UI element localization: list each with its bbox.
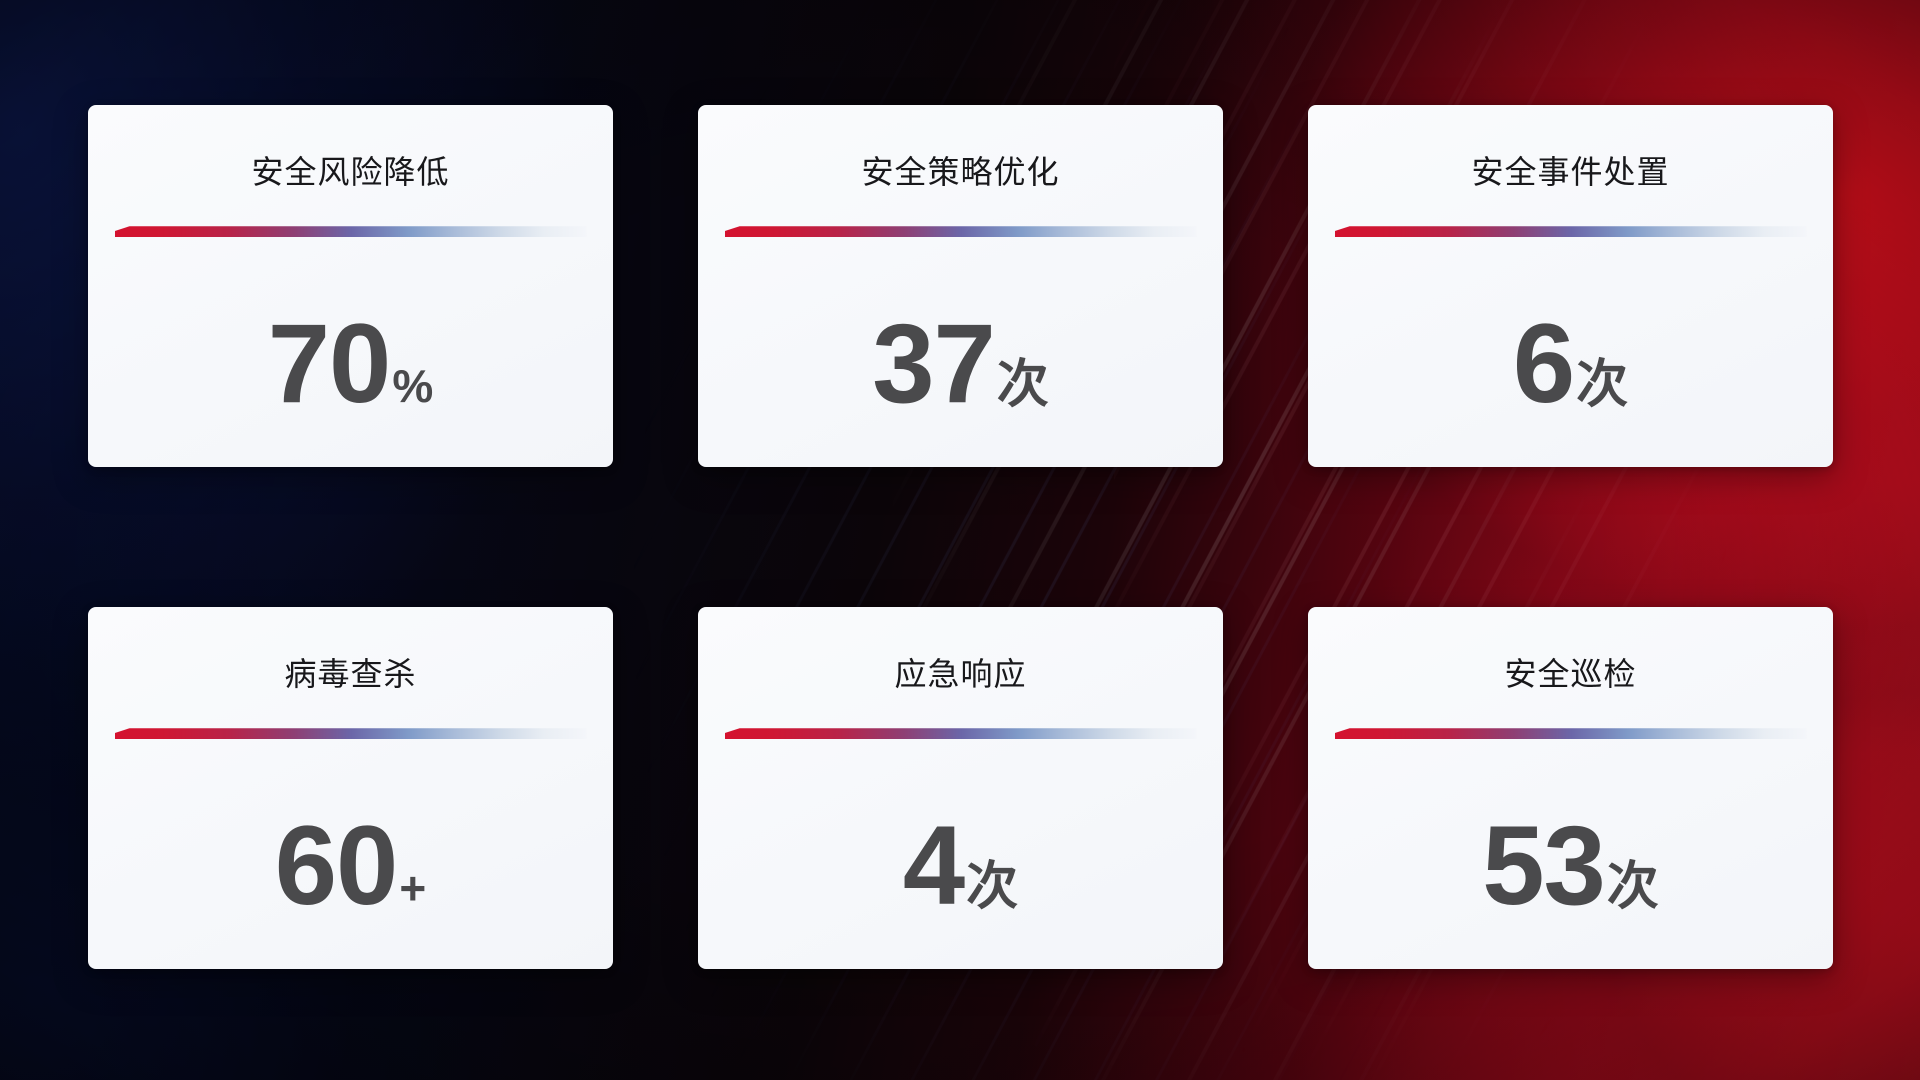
stat-card[interactable]: 安全风险降低 70 % — [88, 105, 613, 467]
stat-card-title: 安全巡检 — [1504, 656, 1637, 692]
stat-card-value-row: 6 次 — [1512, 300, 1629, 426]
stat-card-value: 4 — [902, 802, 965, 928]
stat-card-value: 70 — [267, 300, 392, 426]
stat-card-unit: 次 — [1606, 857, 1659, 916]
stat-card-unit: 次 — [966, 857, 1019, 916]
stat-card[interactable]: 安全策略优化 37 次 — [698, 105, 1223, 467]
stat-card-divider — [724, 728, 1197, 740]
stat-card[interactable]: 应急响应 4 次 — [698, 607, 1223, 969]
stat-card-divider — [724, 226, 1197, 238]
stat-card-unit: % — [392, 359, 434, 412]
stat-card-title: 病毒查杀 — [284, 656, 417, 692]
stat-card-value-row: 4 次 — [902, 802, 1019, 928]
stat-card[interactable]: 病毒查杀 60 + — [88, 607, 613, 969]
stat-card-value-row: 37 次 — [872, 300, 1049, 426]
stat-card-divider — [114, 226, 587, 238]
stat-card-unit: + — [399, 861, 427, 914]
stat-card-value-row: 70 % — [267, 300, 434, 426]
stat-card-value-row: 60 + — [274, 802, 427, 928]
stat-card-divider — [1334, 226, 1807, 238]
stat-card-unit: 次 — [996, 355, 1049, 414]
stat-card-divider — [114, 728, 587, 740]
stat-card-grid: 安全风险降低 70 % 安全策略优化 37 次 安全事件处置 6 次 — [88, 105, 1833, 977]
stat-card-value: 53 — [1482, 802, 1606, 928]
stat-card-value-row: 53 次 — [1482, 802, 1659, 928]
stat-card-title: 安全风险降低 — [251, 154, 450, 190]
stat-card-title: 应急响应 — [894, 656, 1027, 692]
stat-card-value: 37 — [872, 300, 996, 426]
stat-card[interactable]: 安全巡检 53 次 — [1308, 607, 1833, 969]
stat-card-unit: 次 — [1576, 355, 1629, 414]
stat-card-title: 安全策略优化 — [861, 154, 1060, 190]
stat-card[interactable]: 安全事件处置 6 次 — [1308, 105, 1833, 467]
stat-card-divider — [1334, 728, 1807, 740]
stat-card-value: 60 — [274, 802, 399, 928]
stat-card-title: 安全事件处置 — [1471, 154, 1670, 190]
stat-card-value: 6 — [1512, 300, 1575, 426]
